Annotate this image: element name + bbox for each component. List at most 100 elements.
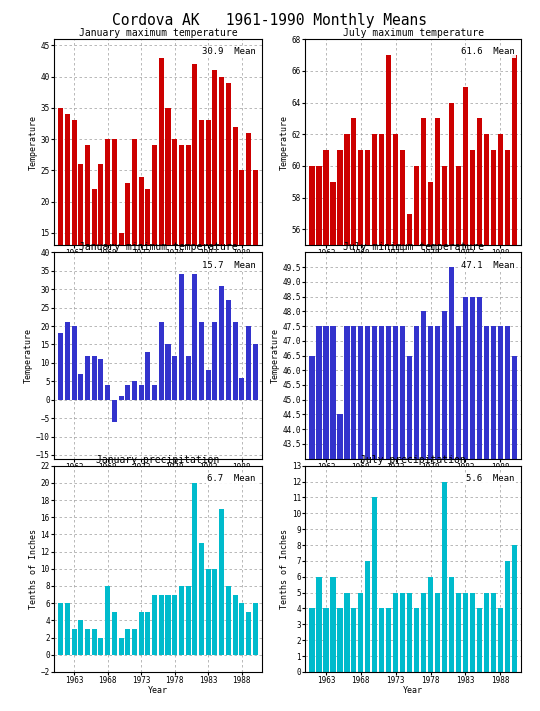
Bar	[358, 326, 363, 711]
Bar	[119, 396, 124, 400]
Bar	[139, 611, 144, 655]
Bar	[58, 108, 63, 326]
Bar	[435, 119, 440, 711]
Bar	[491, 592, 496, 672]
Bar	[456, 592, 461, 672]
Bar	[179, 274, 184, 400]
Bar	[78, 164, 83, 326]
Bar	[379, 134, 384, 711]
Bar	[428, 326, 433, 711]
Bar	[323, 150, 329, 711]
Bar	[186, 356, 191, 400]
Title: July maximum temperature: July maximum temperature	[342, 28, 484, 38]
Bar	[92, 189, 97, 326]
Bar	[428, 182, 433, 711]
Bar	[330, 182, 335, 711]
Bar	[435, 326, 440, 711]
Bar	[330, 326, 335, 711]
Bar	[78, 374, 83, 400]
Bar	[497, 609, 503, 672]
Bar	[470, 150, 475, 711]
Bar	[372, 134, 377, 711]
Bar	[497, 326, 503, 711]
Bar	[400, 326, 405, 711]
Bar	[246, 611, 251, 655]
Bar	[323, 326, 329, 711]
Bar	[338, 415, 342, 711]
Bar	[172, 139, 177, 326]
Bar	[463, 592, 468, 672]
Bar	[414, 166, 419, 711]
Bar	[484, 592, 489, 672]
Bar	[463, 296, 468, 711]
Title: January minimum temperature: January minimum temperature	[79, 242, 237, 252]
Bar	[504, 326, 510, 711]
Bar	[400, 592, 405, 672]
Bar	[491, 150, 496, 711]
Bar	[58, 603, 63, 655]
Bar	[219, 508, 224, 655]
Bar	[226, 83, 231, 326]
Bar	[511, 55, 517, 711]
Bar	[379, 326, 384, 711]
Bar	[421, 119, 426, 711]
Bar	[112, 400, 117, 422]
Bar	[477, 609, 482, 672]
Bar	[442, 311, 447, 711]
Bar	[226, 586, 231, 655]
Text: 5.6  Mean: 5.6 Mean	[466, 474, 515, 483]
Bar	[407, 213, 412, 711]
Bar	[386, 609, 391, 672]
Bar	[212, 569, 218, 655]
Bar	[393, 592, 399, 672]
Title: January precipitation: January precipitation	[96, 455, 220, 465]
Bar	[253, 603, 258, 655]
Bar	[470, 592, 475, 672]
Bar	[165, 108, 171, 326]
Bar	[159, 58, 164, 326]
Bar	[316, 326, 322, 711]
Bar	[192, 274, 197, 400]
Bar	[78, 620, 83, 655]
Bar	[477, 296, 482, 711]
Bar	[428, 577, 433, 672]
Bar	[442, 166, 447, 711]
Bar	[463, 87, 468, 711]
Bar	[145, 352, 151, 400]
Bar	[152, 145, 157, 326]
X-axis label: Year: Year	[403, 260, 423, 269]
Bar	[316, 166, 322, 711]
Bar	[145, 611, 151, 655]
Text: 61.6  Mean: 61.6 Mean	[461, 48, 515, 56]
Bar	[212, 322, 218, 400]
Bar	[372, 326, 377, 711]
Bar	[85, 629, 90, 655]
Bar	[379, 609, 384, 672]
Bar	[112, 611, 117, 655]
Bar	[165, 344, 171, 400]
Bar	[98, 359, 104, 400]
Bar	[338, 150, 342, 711]
Bar	[105, 385, 110, 400]
Bar	[152, 594, 157, 655]
Bar	[345, 134, 349, 711]
Bar	[414, 326, 419, 711]
Bar	[365, 561, 370, 672]
Bar	[323, 609, 329, 672]
Bar	[132, 381, 137, 400]
Bar	[345, 326, 349, 711]
Bar	[199, 120, 204, 326]
X-axis label: Year: Year	[148, 686, 168, 695]
Bar	[125, 629, 130, 655]
Bar	[58, 333, 63, 400]
Bar	[72, 120, 77, 326]
Bar	[85, 145, 90, 326]
Bar	[456, 326, 461, 711]
Bar	[105, 139, 110, 326]
Bar	[199, 543, 204, 655]
Bar	[491, 326, 496, 711]
Bar	[253, 344, 258, 400]
Bar	[105, 586, 110, 655]
Bar	[407, 592, 412, 672]
Y-axis label: Tenths of Inches: Tenths of Inches	[29, 529, 38, 609]
